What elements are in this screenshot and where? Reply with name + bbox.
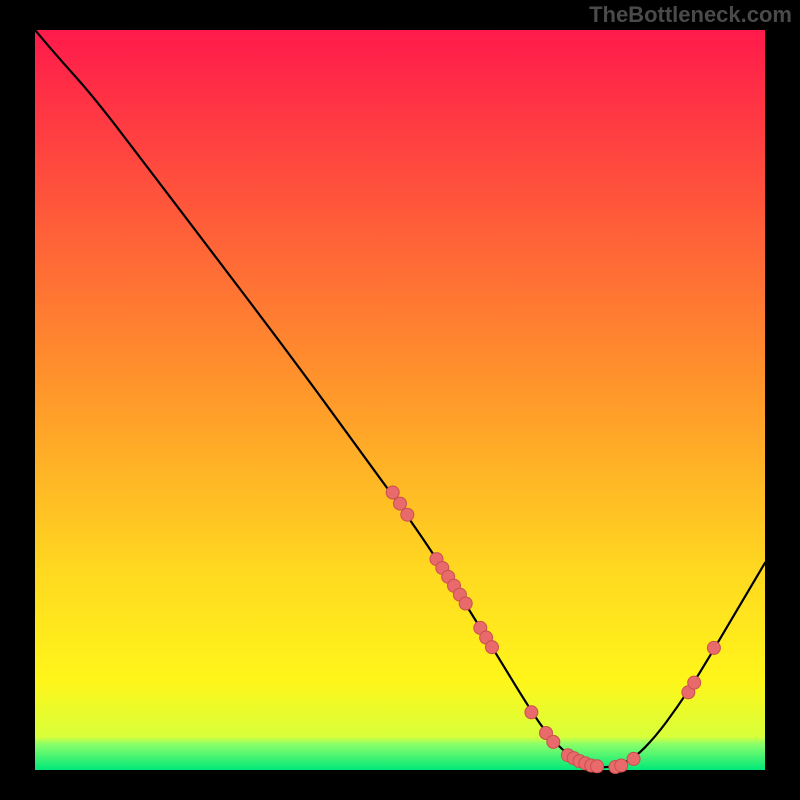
chart-overlay [0, 0, 800, 800]
marker-group [386, 486, 720, 774]
data-marker [386, 486, 399, 499]
data-marker [707, 641, 720, 654]
data-marker [615, 759, 628, 772]
data-marker [401, 508, 414, 521]
data-marker [394, 497, 407, 510]
data-marker [459, 597, 472, 610]
data-marker [627, 752, 640, 765]
bottleneck-curve [35, 30, 765, 767]
data-marker [688, 676, 701, 689]
data-marker [547, 735, 560, 748]
chart-container: TheBottleneck.com [0, 0, 800, 800]
data-marker [485, 641, 498, 654]
data-marker [525, 706, 538, 719]
watermark-text: TheBottleneck.com [589, 2, 792, 28]
data-marker [591, 760, 604, 773]
